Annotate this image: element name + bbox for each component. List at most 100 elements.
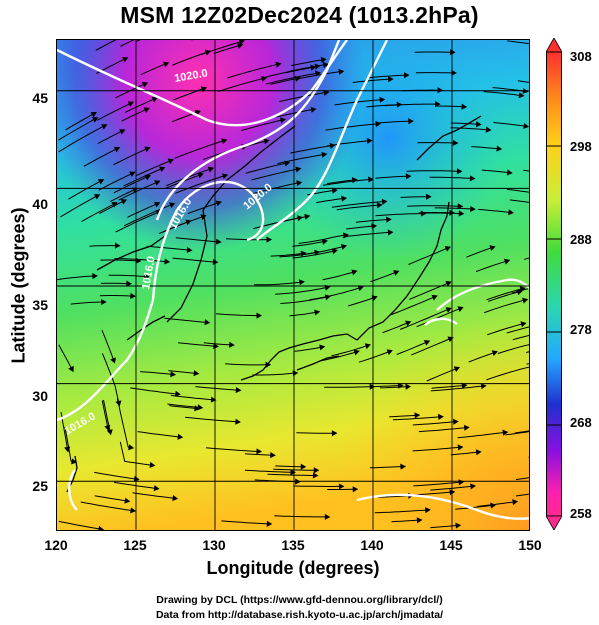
streamline — [115, 210, 162, 233]
streamline — [123, 203, 175, 227]
streamline — [325, 123, 381, 131]
streamline-arrowhead — [496, 145, 503, 152]
streamline — [89, 245, 120, 247]
colorbar-ticks — [546, 145, 562, 426]
streamline-arrowhead — [405, 383, 412, 390]
streamline-arrowhead — [405, 173, 412, 180]
streamline-arrowhead — [431, 294, 438, 301]
streamline — [132, 492, 178, 500]
streamline-arrowhead — [185, 219, 192, 226]
streamline-arrowhead — [470, 483, 477, 490]
streamline-arrowhead — [414, 412, 421, 419]
streamline-arrowhead — [130, 507, 137, 514]
streamline — [94, 495, 130, 502]
streamline-arrowhead — [130, 292, 136, 300]
streamline — [457, 431, 508, 439]
streamline-arrowhead — [149, 461, 156, 468]
streamline-arrowhead — [320, 56, 327, 64]
streamline — [488, 290, 522, 302]
streamline-arrowhead — [295, 166, 302, 173]
streamline — [57, 275, 97, 281]
streamline — [58, 520, 104, 530]
streamline — [64, 426, 77, 463]
streamline — [481, 169, 512, 174]
streamline — [127, 202, 160, 218]
chart-title: MSM 12Z02Dec2024 (1013.2hPa) — [120, 2, 479, 28]
streamline — [119, 441, 155, 466]
streamline-arrowhead — [405, 320, 412, 327]
streamline-arrowhead — [124, 497, 131, 504]
streamline-arrowhead — [310, 106, 317, 113]
streamline — [58, 117, 98, 141]
streamline — [514, 430, 529, 434]
x-tick-label: 140 — [360, 537, 384, 553]
streamline — [164, 317, 210, 324]
streamline — [291, 58, 326, 67]
streamline-arrowhead — [300, 463, 307, 470]
streamline-arrowhead — [110, 357, 116, 364]
streamline — [101, 329, 116, 363]
streamline — [227, 63, 281, 79]
streamline-arrowhead — [445, 280, 452, 287]
streamline — [270, 77, 300, 85]
streamline-arrowhead — [101, 298, 107, 306]
streamline — [195, 386, 241, 391]
streamline — [372, 384, 403, 388]
streamline — [382, 321, 411, 334]
streamline-arrowhead — [480, 383, 487, 390]
streamline — [296, 432, 337, 434]
streamline-arrowhead — [523, 122, 529, 129]
streamline — [58, 344, 74, 372]
streamline — [369, 465, 406, 469]
colorbar-top-arrow — [546, 38, 562, 53]
streamline-arrowhead — [129, 171, 136, 177]
streamline — [275, 286, 330, 295]
streamline — [216, 313, 262, 317]
streamline-arrowhead — [235, 418, 241, 425]
colorbar — [546, 38, 562, 530]
streamline — [375, 175, 411, 179]
streamline — [81, 202, 118, 223]
streamline — [123, 167, 165, 187]
streamline-arrowhead — [457, 444, 464, 451]
streamline — [346, 225, 377, 230]
streamline-arrowhead — [113, 146, 121, 153]
streamline — [380, 386, 411, 389]
streamline — [70, 301, 106, 305]
streamline — [146, 245, 192, 251]
streamline — [137, 431, 183, 438]
streamline — [174, 139, 227, 159]
colorbar-label: 288 — [570, 232, 592, 247]
streamline-arrowhead — [141, 81, 149, 88]
streamline-arrowhead — [229, 341, 235, 348]
streamline — [292, 249, 338, 259]
streamline-arrowhead — [163, 61, 170, 68]
coastline — [66, 115, 482, 493]
streamline-arrowhead — [423, 340, 431, 346]
streamline — [252, 372, 298, 376]
streamline — [477, 501, 518, 507]
streamline-arrowhead — [397, 382, 404, 389]
streamline-arrowhead — [338, 68, 345, 75]
map-panel: 1020.0 1016.0 1016.0 1020.0 1016.0 — [56, 39, 530, 531]
streamline-arrowhead — [375, 120, 382, 128]
streamline-arrowhead — [313, 467, 320, 474]
streamline-arrowhead — [106, 429, 113, 436]
streamline — [173, 87, 207, 101]
streamline-arrowhead — [321, 151, 328, 158]
streamline — [245, 162, 290, 174]
streamline-arrowhead — [461, 382, 468, 389]
streamline — [115, 82, 148, 99]
streamline-arrowhead — [175, 390, 181, 397]
x-tick-label: 135 — [281, 537, 305, 553]
streamline — [487, 322, 526, 336]
streamline-arrowhead — [122, 56, 129, 63]
streamline — [391, 519, 422, 523]
streamline-arrowhead — [237, 42, 244, 49]
streamline — [175, 237, 221, 243]
streamline-arrowhead — [170, 371, 177, 378]
streamline — [468, 351, 498, 363]
streamline-arrowhead — [256, 312, 263, 319]
streamline — [326, 140, 372, 147]
streamline — [251, 168, 301, 181]
